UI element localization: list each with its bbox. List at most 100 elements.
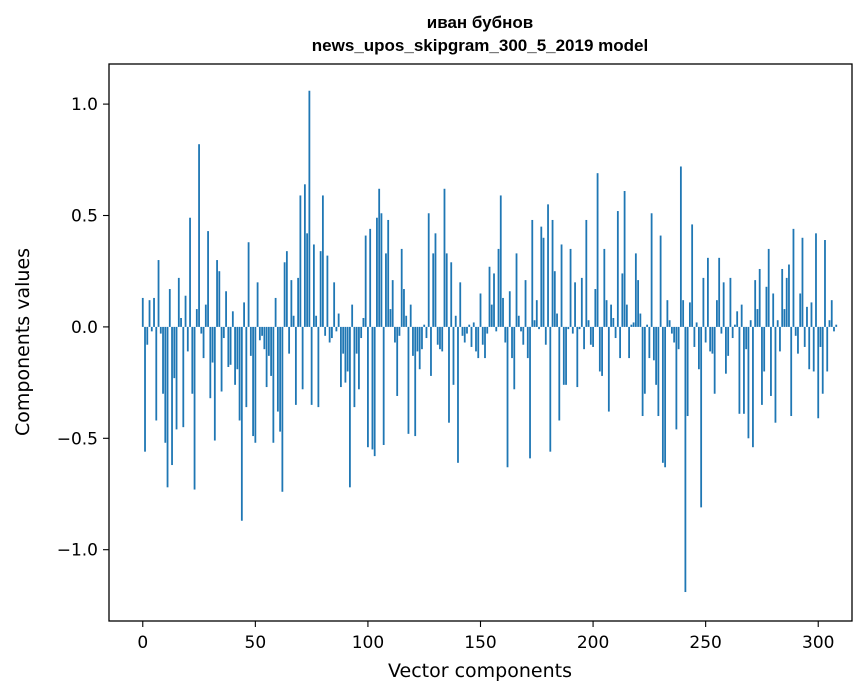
bar-98 [362, 317, 365, 327]
bar-142 [461, 326, 464, 336]
bar-35 [220, 326, 223, 392]
bar-61 [279, 326, 282, 432]
bar-186 [560, 244, 563, 327]
bar-189 [567, 326, 570, 330]
bar-169 [522, 326, 525, 345]
y-tick-label-3: 0.5 [71, 207, 98, 227]
bar-222 [641, 326, 644, 417]
bar-153 [486, 326, 489, 334]
bar-254 [713, 326, 716, 394]
bar-25 [198, 144, 200, 327]
bar-129 [432, 253, 435, 327]
bar-281 [774, 326, 777, 423]
bar-87 [337, 313, 340, 327]
bar-184 [556, 313, 558, 327]
y-tick-label-4: 1.0 [71, 95, 98, 115]
bar-60 [276, 326, 279, 412]
bar-271 [752, 326, 754, 448]
bar-27 [202, 326, 205, 359]
bar-231 [661, 326, 664, 463]
bar-89 [342, 326, 345, 354]
bar-242 [686, 326, 689, 417]
bar-138 [452, 326, 455, 385]
bar-49 [252, 326, 254, 437]
bar-64 [285, 251, 288, 327]
bar-34 [218, 271, 221, 327]
bar-139 [454, 315, 457, 327]
bar-227 [652, 326, 655, 361]
bar-278 [767, 248, 770, 327]
bar-123 [418, 326, 421, 370]
bar-53 [261, 326, 263, 336]
bar-162 [506, 326, 509, 468]
bar-23 [193, 326, 196, 490]
bar-151 [481, 326, 484, 345]
bar-105 [378, 188, 381, 327]
bar-132 [439, 326, 441, 350]
bar-86 [335, 326, 338, 332]
bar-143 [463, 326, 466, 343]
bar-202 [596, 173, 599, 327]
bar-279 [770, 326, 772, 396]
bar-70 [299, 195, 302, 327]
bar-177 [540, 226, 543, 327]
bar-198 [587, 320, 590, 327]
bar-22 [191, 326, 194, 394]
bar-159 [499, 195, 502, 327]
bar-225 [648, 326, 651, 359]
bar-247 [698, 326, 700, 370]
bar-241 [684, 326, 687, 593]
bar-236 [673, 326, 676, 343]
bar-195 [580, 277, 583, 327]
bar-54 [263, 326, 266, 350]
bar-161 [504, 326, 507, 343]
bar-114 [398, 326, 401, 336]
bar-40 [231, 311, 234, 327]
bar-14 [173, 326, 176, 379]
bar-173 [531, 219, 534, 327]
bar-204 [601, 326, 603, 376]
bar-274 [758, 268, 761, 327]
bar-233 [666, 300, 669, 327]
bar-266 [740, 304, 743, 327]
bar-174 [533, 320, 536, 327]
bar-211 [616, 211, 619, 327]
bar-43 [238, 326, 241, 421]
bar-212 [619, 326, 621, 359]
bar-206 [605, 300, 608, 327]
bar-137 [450, 262, 453, 327]
bar-306 [830, 300, 833, 327]
bar-160 [502, 297, 504, 327]
bar-238 [677, 326, 680, 350]
bar-291 [797, 326, 799, 354]
bar-72 [303, 184, 306, 327]
bar-166 [515, 253, 518, 327]
bar-145 [468, 324, 471, 327]
bar-18 [182, 326, 185, 428]
bar-48 [249, 326, 252, 356]
bar-301 [819, 326, 822, 347]
bar-104 [376, 217, 378, 327]
bar-126 [425, 326, 428, 339]
bar-182 [551, 219, 554, 327]
bar-24 [195, 309, 198, 327]
bar-226 [650, 213, 653, 327]
bar-30 [209, 326, 212, 399]
bar-73 [306, 233, 309, 327]
bar-8 [159, 326, 162, 334]
bar-300 [817, 326, 820, 419]
bar-80 [321, 195, 324, 327]
bar-255 [716, 300, 718, 327]
bar-28 [204, 304, 207, 327]
bar-260 [727, 326, 730, 356]
bar-240 [682, 300, 685, 327]
bar-31 [211, 326, 214, 363]
bar-78 [317, 326, 320, 408]
bar-29 [207, 231, 209, 327]
bar-307 [833, 326, 835, 332]
bar-152 [484, 326, 486, 359]
bar-178 [542, 237, 545, 327]
bar-213 [621, 273, 624, 327]
bar-100 [367, 326, 369, 448]
bar-193 [576, 326, 579, 388]
